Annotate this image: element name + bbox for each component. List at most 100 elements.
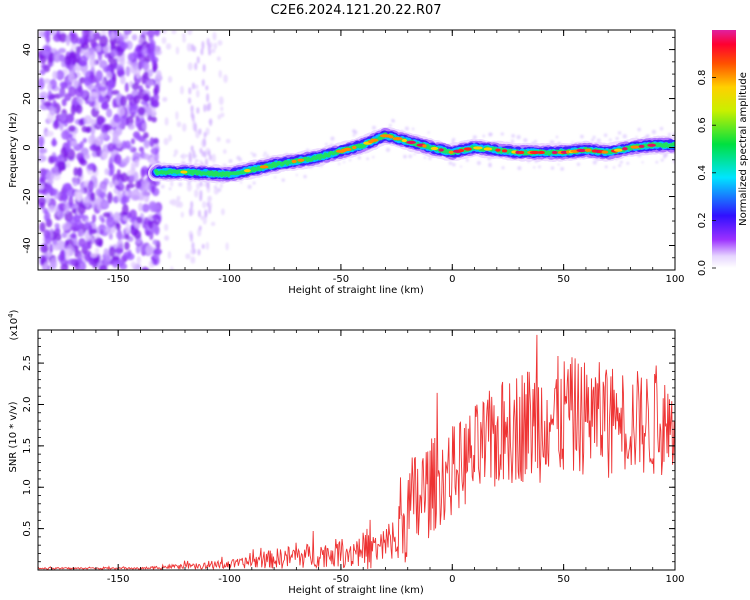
halo-dot (592, 135, 596, 139)
noise-blob (92, 32, 101, 41)
ridge-hotspot (259, 165, 269, 169)
noise-blob (78, 118, 85, 127)
noise-blob (38, 188, 46, 194)
noise-blob (218, 96, 224, 106)
noise-blob (127, 249, 132, 258)
noise-blob (225, 242, 229, 251)
noise-blob (87, 180, 94, 193)
noise-blob (96, 45, 102, 52)
noise-blob (65, 34, 71, 46)
noise-blob (207, 43, 211, 53)
halo-dot (281, 178, 285, 182)
noise-blob (141, 179, 150, 188)
noise-blob (140, 168, 145, 179)
noise-blob (68, 215, 78, 225)
halo-dot (622, 134, 627, 139)
halo-dot (262, 154, 266, 157)
noise-blob (142, 45, 147, 56)
noise-blob (119, 211, 128, 218)
noise-blob (133, 94, 141, 105)
noise-blob (98, 59, 108, 69)
noise-blob (70, 32, 79, 45)
noise-blob (200, 48, 204, 56)
noise-blob (112, 98, 117, 109)
noise-blob (167, 75, 173, 83)
halo-dot (266, 154, 269, 157)
noise-blob (193, 122, 197, 132)
noise-blob (109, 49, 118, 58)
noise-blob (88, 96, 97, 102)
noise-blob (68, 125, 76, 132)
noise-blob (38, 147, 48, 154)
halo-dot (295, 173, 298, 177)
noise-blob (108, 232, 113, 240)
snr-x-tick-label: 100 (665, 574, 684, 585)
noise-blob (128, 105, 138, 116)
noise-blob (152, 137, 159, 145)
noise-blob (136, 216, 143, 224)
colorbar-tick-label: 0.6 (697, 117, 708, 133)
noise-blob (130, 138, 136, 145)
noise-blob (68, 72, 76, 83)
snr-y-tick-label: 1.5 (22, 438, 33, 454)
noise-blob (130, 261, 137, 269)
noise-blob (102, 212, 111, 218)
halo-dot (274, 176, 277, 179)
noise-blob (61, 222, 71, 231)
noise-blob (186, 182, 192, 192)
noise-blob (43, 78, 51, 84)
noise-blob (75, 219, 83, 230)
noise-blob (137, 106, 146, 116)
ridge-hotspot (370, 138, 379, 142)
noise-blob (191, 43, 195, 52)
ridge-hotspot (551, 150, 558, 155)
noise-blob (60, 147, 68, 158)
noise-blob (135, 180, 141, 190)
halo-dot (238, 157, 243, 162)
colorbar-tick-label: 0.2 (697, 212, 708, 228)
snr-x-label: Height of straight line (km) (288, 585, 424, 596)
halo-dot (348, 158, 352, 162)
noise-blob (134, 158, 140, 168)
noise-blob (181, 153, 186, 160)
noise-blob (217, 114, 222, 120)
noise-blob (196, 56, 200, 64)
noise-blob (64, 55, 72, 66)
halo-dot (608, 138, 612, 142)
noise-blob (151, 214, 161, 221)
noise-blob (59, 122, 64, 132)
snr-y-tick-label: 2.0 (22, 397, 33, 413)
halo-dot (353, 130, 358, 135)
noise-blob (195, 89, 200, 98)
noise-blob (124, 82, 129, 93)
noise-blob (187, 62, 193, 71)
snr-y-tick-label: 0.5 (22, 521, 33, 537)
noise-blob (151, 116, 157, 123)
noise-blob (69, 233, 77, 239)
ridge-hotspot (352, 145, 357, 150)
noise-blob (186, 42, 192, 52)
noise-blob (131, 82, 140, 91)
noise-blob (38, 77, 45, 90)
noise-blob (49, 243, 54, 254)
noise-blob (69, 51, 77, 59)
noise-blob (59, 88, 65, 99)
halo-dot (428, 156, 432, 160)
noise-blob (103, 248, 109, 256)
noise-blob (225, 138, 231, 144)
noise-blob (200, 215, 204, 220)
noise-blob (189, 233, 193, 242)
noise-blob (43, 30, 49, 39)
noise-blob (219, 183, 223, 189)
noise-blob (111, 255, 120, 261)
noise-blob (127, 123, 135, 130)
halo-dot (192, 153, 198, 159)
noise-blob (62, 191, 68, 203)
noise-blob (133, 230, 142, 240)
noise-blob (141, 122, 147, 130)
halo-dot (667, 132, 672, 136)
noise-blob (59, 112, 67, 122)
noise-blob (120, 41, 129, 50)
noise-blob (113, 113, 121, 123)
noise-blob (46, 83, 52, 91)
